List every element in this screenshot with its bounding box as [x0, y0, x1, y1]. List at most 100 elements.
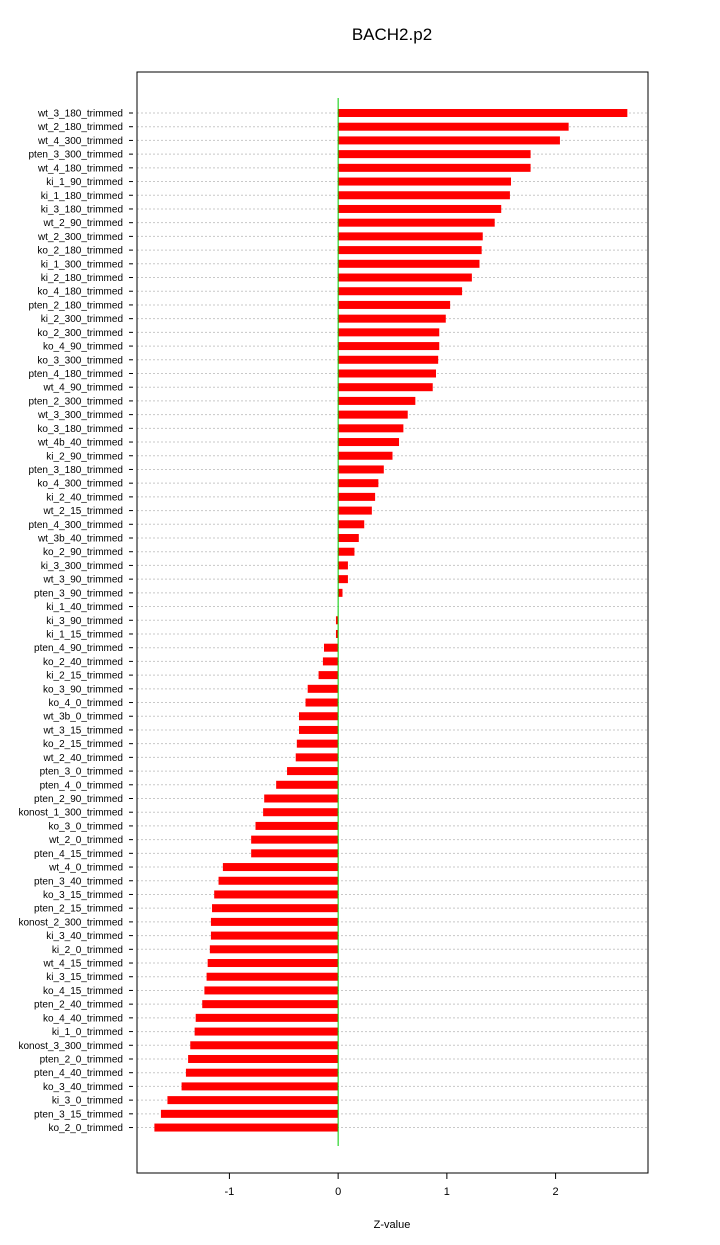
bar — [264, 794, 339, 803]
bar — [338, 369, 436, 378]
category-label: pten_3_90_trimmed — [34, 588, 123, 599]
x-tick-label: 2 — [553, 1186, 559, 1198]
bar — [202, 1000, 339, 1009]
bar — [338, 492, 376, 501]
bar — [338, 396, 416, 405]
bar — [338, 163, 531, 172]
category-label: ko_4_0_trimmed — [49, 698, 123, 709]
bar — [181, 1082, 339, 1091]
bar — [298, 712, 339, 721]
bar — [251, 835, 339, 844]
bar — [338, 204, 502, 213]
bar — [338, 588, 343, 597]
category-label: ko_4_15_trimmed — [43, 986, 123, 997]
category-label: ko_2_15_trimmed — [43, 739, 123, 750]
bar — [210, 931, 339, 940]
bar — [318, 671, 339, 680]
category-label: konost_2_300_trimmed — [18, 917, 123, 928]
bar — [214, 890, 339, 899]
x-axis-label: Z-value — [374, 1219, 411, 1231]
bar — [338, 506, 372, 515]
category-label: pten_4_15_trimmed — [34, 849, 123, 860]
category-label: ki_1_180_trimmed — [41, 191, 123, 202]
category-label: ki_3_0_trimmed — [52, 1096, 123, 1107]
category-label: ko_3_40_trimmed — [43, 1082, 123, 1093]
x-axis: -1 0 1 2 — [225, 1173, 559, 1198]
category-label: wt_3_300_trimmed — [37, 410, 123, 421]
bar — [305, 698, 339, 707]
bar — [338, 383, 433, 392]
bar — [188, 1054, 339, 1063]
bar — [185, 1068, 339, 1077]
bar — [212, 904, 339, 913]
bar — [338, 328, 440, 337]
category-label: ki_1_15_trimmed — [46, 629, 123, 640]
bar — [338, 122, 569, 131]
category-label: pten_3_0_trimmed — [40, 767, 123, 778]
category-label: ko_2_180_trimmed — [37, 246, 123, 257]
category-label: pten_4_180_trimmed — [28, 369, 123, 380]
category-label: ko_4_180_trimmed — [37, 287, 123, 298]
category-label: pten_4_40_trimmed — [34, 1068, 123, 1079]
category-label: konost_3_300_trimmed — [18, 1041, 123, 1052]
category-label: pten_4_0_trimmed — [40, 780, 123, 791]
bar — [338, 534, 359, 543]
category-label: wt_4_15_trimmed — [43, 959, 123, 970]
category-label: pten_3_180_trimmed — [28, 465, 123, 476]
bar — [338, 136, 560, 145]
bar — [251, 849, 339, 858]
bar — [154, 1123, 339, 1132]
bar — [338, 246, 482, 255]
category-label: ki_2_300_trimmed — [41, 314, 123, 325]
category-label: pten_3_300_trimmed — [28, 150, 123, 161]
category-label: wt_2_90_trimmed — [43, 218, 123, 229]
bar — [206, 972, 339, 981]
category-label: pten_2_300_trimmed — [28, 396, 123, 407]
bar — [338, 177, 512, 186]
bar — [255, 821, 339, 830]
bar — [307, 684, 339, 693]
category-label: ki_2_180_trimmed — [41, 273, 123, 284]
category-label: ki_2_0_trimmed — [52, 945, 123, 956]
category-label: wt_2_15_trimmed — [43, 506, 123, 517]
category-label: ko_3_0_trimmed — [49, 821, 123, 832]
chart-title: BACH2.p2 — [352, 25, 432, 44]
bar — [190, 1041, 339, 1050]
category-label: ko_3_180_trimmed — [37, 424, 123, 435]
category-label: wt_4_90_trimmed — [43, 383, 123, 394]
category-label: pten_4_90_trimmed — [34, 643, 123, 654]
category-label: ki_1_40_trimmed — [46, 602, 123, 613]
category-label: pten_2_40_trimmed — [34, 1000, 123, 1011]
category-label: ko_3_15_trimmed — [43, 890, 123, 901]
category-label: pten_4_300_trimmed — [28, 520, 123, 531]
category-label: wt_4b_40_trimmed — [37, 438, 123, 449]
bar — [338, 259, 480, 268]
category-label: wt_4_0_trimmed — [48, 863, 123, 874]
bar — [167, 1096, 339, 1105]
bar — [338, 520, 365, 529]
category-label: ki_3_90_trimmed — [46, 616, 123, 627]
category-label: konost_1_300_trimmed — [18, 808, 123, 819]
category-label: ki_3_15_trimmed — [46, 972, 123, 983]
bar — [338, 424, 404, 433]
bar — [210, 917, 339, 926]
bar — [338, 561, 348, 570]
bar — [338, 438, 400, 447]
x-tick-label: 0 — [335, 1186, 341, 1198]
category-label: ki_1_0_trimmed — [52, 1027, 123, 1038]
category-label: wt_3b_0_trimmed — [43, 712, 123, 723]
category-label: wt_2_300_trimmed — [37, 232, 123, 243]
bar — [335, 616, 339, 625]
category-label: pten_2_90_trimmed — [34, 794, 123, 805]
category-label: ki_1_90_trimmed — [46, 177, 123, 188]
category-label: ko_4_300_trimmed — [37, 479, 123, 490]
category-label: wt_3_90_trimmed — [43, 575, 123, 586]
category-labels: wt_3_180_trimmed wt_2_180_trimmed wt_4_300… — [18, 109, 133, 1134]
x-tick-label: -1 — [225, 1186, 235, 1198]
bar — [295, 753, 339, 762]
bar — [338, 547, 355, 556]
category-label: wt_2_0_trimmed — [48, 835, 123, 846]
category-label: ko_4_40_trimmed — [43, 1013, 123, 1024]
bar — [160, 1109, 339, 1118]
bar — [324, 643, 339, 652]
